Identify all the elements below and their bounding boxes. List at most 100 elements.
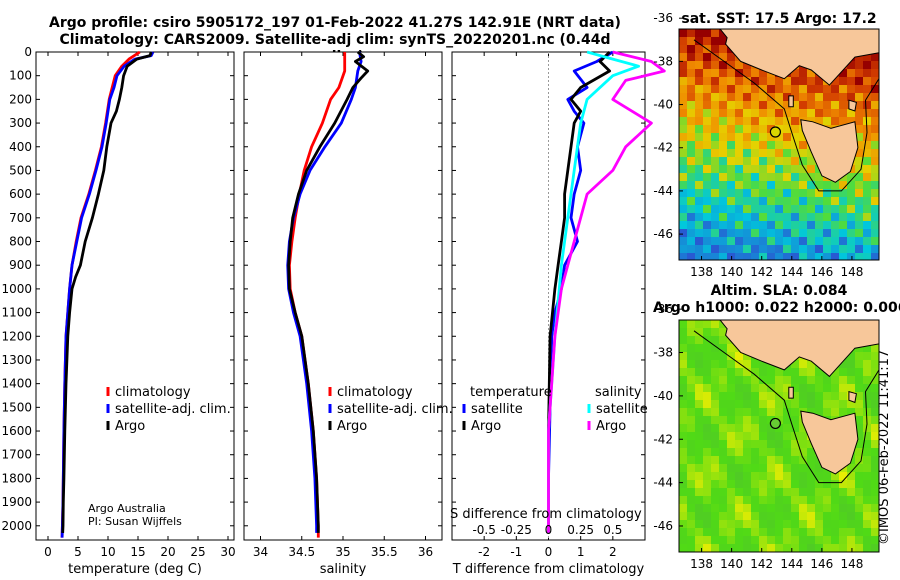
map-pixel <box>695 69 704 78</box>
map-pixel <box>703 368 712 377</box>
map-pixel <box>719 400 728 409</box>
map-pixel <box>863 165 872 174</box>
map-pixel <box>687 352 696 361</box>
map-pixel <box>751 109 760 118</box>
map-pixel <box>751 368 760 377</box>
map-pixel <box>679 37 688 46</box>
map-pixel <box>855 504 864 513</box>
map-pixel <box>735 69 744 78</box>
map-pixel <box>791 221 800 230</box>
y-tick-label: 1600 <box>1 424 32 438</box>
map-pixel <box>727 352 736 361</box>
map-pixel <box>711 456 720 465</box>
map-pixel <box>839 229 848 238</box>
map-pixel <box>863 520 872 529</box>
map-pixel <box>687 165 696 174</box>
map-pixel <box>871 368 879 377</box>
map-pixel <box>775 213 784 222</box>
map-pixel <box>687 440 696 449</box>
map-pixel <box>679 69 688 78</box>
map-pixel <box>695 45 704 54</box>
map-pixel <box>775 109 784 118</box>
map-pixel <box>847 520 856 529</box>
map-pixel <box>823 229 832 238</box>
map-pixel <box>799 392 808 401</box>
map-pixel <box>855 77 864 86</box>
map-pixel <box>735 197 744 206</box>
map-pixel <box>687 360 696 369</box>
legend-label: Argo <box>337 419 367 434</box>
map-pixel <box>679 536 688 545</box>
map-pixel <box>735 141 744 150</box>
lon-tick-label: 138 <box>690 557 713 571</box>
map-pixel <box>687 472 696 481</box>
map-pixel <box>743 440 752 449</box>
map-pixel <box>767 536 776 545</box>
map-pixel <box>767 149 776 158</box>
map-pixel <box>743 488 752 497</box>
map-pixel <box>695 93 704 102</box>
map-pixel <box>775 488 784 497</box>
map-pixel <box>871 440 879 449</box>
map-pixel <box>871 53 879 62</box>
map-pixel <box>847 229 856 238</box>
map-pixel <box>783 157 792 166</box>
map-pixel <box>711 101 720 110</box>
land-mass <box>848 390 857 404</box>
legend-label: satellite <box>596 402 648 417</box>
map-pixel <box>767 117 776 126</box>
map-pixel <box>687 37 696 46</box>
map-pixel <box>751 544 760 552</box>
map-pixel <box>703 229 712 238</box>
map-pixel <box>687 93 696 102</box>
map-pixel <box>679 149 688 158</box>
map-pixel <box>783 512 792 521</box>
map-pixel <box>703 245 712 254</box>
map-pixel <box>847 384 856 393</box>
map-pixel <box>783 520 792 529</box>
map-pixel <box>863 85 872 94</box>
map-pixel <box>695 472 704 481</box>
map-pixel <box>751 133 760 142</box>
map-pixel <box>743 109 752 118</box>
map-pixel <box>735 376 744 385</box>
map-pixel <box>823 376 832 385</box>
map-pixel <box>743 93 752 102</box>
map-pixel <box>679 384 688 393</box>
map-pixel <box>687 149 696 158</box>
map-pixel <box>711 344 720 353</box>
map-pixel <box>783 245 792 254</box>
map-pixel <box>751 93 760 102</box>
y-tick-label: 300 <box>9 116 32 130</box>
map-pixel <box>711 352 720 361</box>
map-pixel <box>727 189 736 198</box>
map-pixel <box>783 149 792 158</box>
map-pixel <box>759 109 768 118</box>
map-pixel <box>687 141 696 150</box>
map-pixel <box>727 384 736 393</box>
map-pixel <box>735 229 744 238</box>
map-pixel <box>807 448 816 457</box>
map-pixel <box>783 237 792 246</box>
map-pixel <box>815 253 824 260</box>
map-pixel <box>823 536 832 545</box>
x-tick-label: 35.5 <box>371 545 398 559</box>
map-pixel <box>711 173 720 182</box>
y-tick-label: 800 <box>9 235 32 249</box>
lat-tick-label: -44 <box>653 476 673 490</box>
map-pixel <box>719 408 728 417</box>
map-pixel <box>679 93 688 102</box>
map-pixel <box>791 400 800 409</box>
map-pixel <box>719 384 728 393</box>
map-pixel <box>799 149 808 158</box>
map-pixel <box>767 85 776 94</box>
map-pixel <box>783 448 792 457</box>
map-pixel <box>815 392 824 401</box>
map-pixel <box>719 101 728 110</box>
map-pixel <box>799 480 808 489</box>
map-pixel <box>719 141 728 150</box>
map-pixel <box>727 133 736 142</box>
map-pixel <box>831 392 840 401</box>
map-pixel <box>855 448 864 457</box>
map-pixel <box>711 496 720 505</box>
